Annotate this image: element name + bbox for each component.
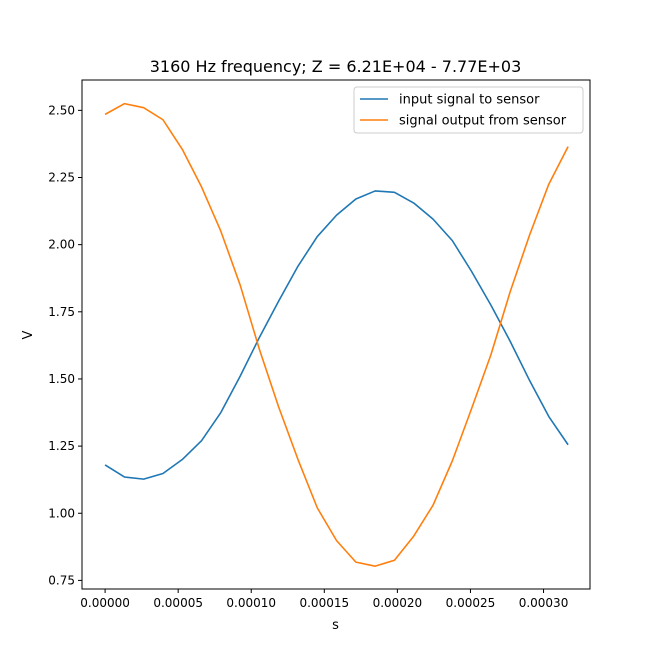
x-tick-label: 0.00025 (446, 596, 496, 610)
plot-frame (81, 79, 591, 590)
legend-box (353, 86, 584, 134)
x-tick-label: 0.00005 (153, 596, 203, 610)
y-axis-ticks: 0.75 1.00 1.25 1.50 1.75 2.00 2.25 2.50 (48, 103, 82, 587)
x-tick-label: 0.00030 (519, 596, 569, 610)
series-line-2 (104, 102, 569, 567)
y-tick-label: 1.00 (48, 506, 75, 520)
plot-lines (104, 102, 569, 567)
legend-label-1: input signal to sensor (399, 93, 540, 108)
y-tick-label: 1.50 (48, 372, 75, 386)
series-line-1 (104, 190, 569, 480)
y-tick-label: 2.50 (48, 103, 75, 117)
y-tick-label: 2.25 (48, 171, 75, 185)
y-axis-label: V (21, 330, 36, 339)
y-tick-label: 1.25 (48, 439, 75, 453)
x-tick-label: 0.00000 (80, 596, 130, 610)
y-tick-label: 0.75 (48, 573, 75, 587)
x-tick-label: 0.00020 (373, 596, 423, 610)
y-tick-label: 1.75 (48, 305, 75, 319)
x-tick-label: 0.00010 (226, 596, 276, 610)
legend-label-2: signal output from sensor (399, 114, 567, 129)
x-axis-label: s (332, 618, 339, 633)
x-tick-label: 0.00015 (299, 596, 349, 610)
legend: input signal to sensor signal output from… (353, 86, 584, 134)
chart-title: 3160 Hz frequency; Z = 6.21E+04 - 7.77E+… (150, 57, 522, 76)
y-tick-label: 2.00 (48, 238, 75, 252)
x-axis-ticks: 0.00000 0.00005 0.00010 0.00015 0.00020 0.000… (80, 589, 568, 610)
